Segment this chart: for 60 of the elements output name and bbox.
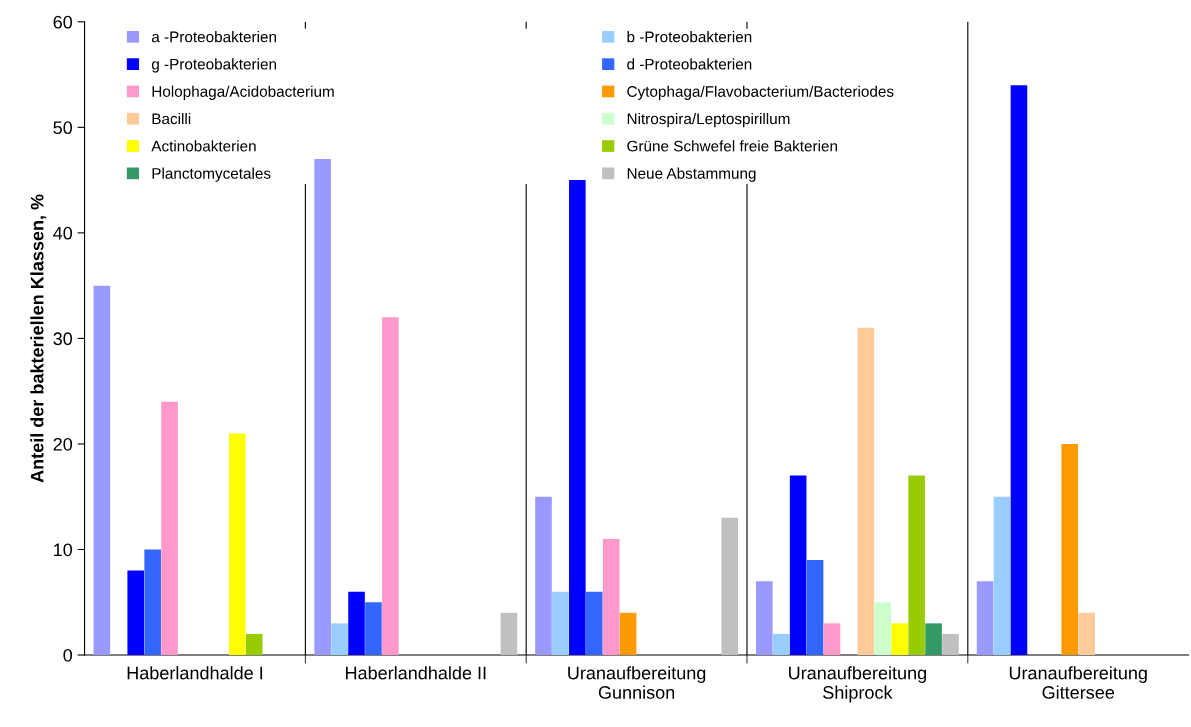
y-tick-label: 30 xyxy=(53,332,73,346)
x-tick-label: Uranaufbereitung Gittersee xyxy=(1009,666,1147,699)
y-tick-label: 0 xyxy=(63,648,73,662)
bar xyxy=(314,159,331,656)
bar xyxy=(569,180,586,656)
y-tick-label: 40 xyxy=(53,226,73,240)
legend-label: Cytophaga/Flavobacterium/Bacteriodes xyxy=(627,85,894,100)
bar xyxy=(535,496,552,656)
bar xyxy=(823,623,841,656)
x-tick-label: Uranaufbereitung Shiprock xyxy=(789,666,927,703)
legend-label: Grüne Schwefel freie Bakterien xyxy=(627,140,837,152)
bar xyxy=(976,581,994,656)
y-tick-label: 10 xyxy=(54,543,73,557)
bar xyxy=(348,591,365,656)
bar xyxy=(365,602,382,656)
bar xyxy=(756,581,773,656)
bar xyxy=(721,517,738,656)
bar xyxy=(500,612,518,656)
bar xyxy=(382,317,399,656)
legend-label: Planctomycetales xyxy=(152,167,271,182)
x-tick-label: Haberlandhalde I xyxy=(127,666,263,680)
bar xyxy=(552,591,569,656)
legend-label: Actinobakterien xyxy=(151,140,256,152)
bar xyxy=(789,475,807,656)
legend-label: Holophaga/Acidobacterium xyxy=(152,85,334,100)
bar xyxy=(161,401,178,656)
bar xyxy=(93,285,111,656)
bar xyxy=(806,560,824,656)
bar xyxy=(144,549,161,656)
y-axis-title: Anteil der bakteriellen Klassen, % xyxy=(30,194,47,483)
bar xyxy=(331,623,348,656)
legend-label: d -Proteobakterien xyxy=(627,58,752,70)
bar xyxy=(925,623,942,656)
bar xyxy=(1061,443,1079,656)
bar xyxy=(993,496,1011,656)
bar xyxy=(228,433,246,656)
bar xyxy=(908,475,925,656)
bar xyxy=(772,633,790,656)
bar xyxy=(585,591,603,656)
y-tick-label: 60 xyxy=(53,15,73,29)
y-tick-label: 50 xyxy=(53,121,73,135)
bar xyxy=(1078,612,1095,656)
bar xyxy=(1010,85,1028,656)
x-tick-label: Uranaufbereitung Gunnison xyxy=(568,666,706,699)
legend-label: Neue Abstammung xyxy=(627,167,756,182)
legend-label: Bacilli xyxy=(152,112,191,125)
y-tick-label: 20 xyxy=(53,437,73,451)
bar xyxy=(891,623,909,656)
legend-label: Nitrospira/Leptospirillum xyxy=(627,112,790,128)
bar xyxy=(602,538,620,656)
bar xyxy=(245,633,263,656)
bar xyxy=(127,570,145,656)
bar xyxy=(942,633,959,656)
legend-label: g -Proteobakterien xyxy=(151,58,276,73)
bar xyxy=(857,327,875,656)
x-tick-label: Haberlandhalde II xyxy=(345,666,486,680)
legend-label: b -Proteobakterien xyxy=(627,31,752,43)
bar xyxy=(874,602,892,656)
legend-label: a -Proteobakterien xyxy=(151,31,276,43)
bar xyxy=(619,612,637,656)
